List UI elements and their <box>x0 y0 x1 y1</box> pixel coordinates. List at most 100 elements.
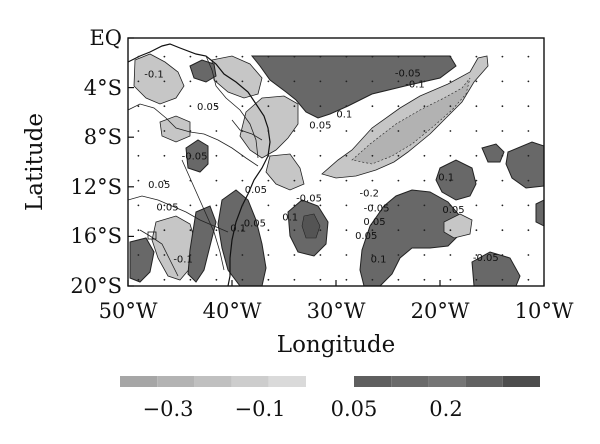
significance-dot <box>423 130 426 132</box>
coastline <box>128 43 271 286</box>
colorbar-swatch <box>231 376 269 387</box>
boundary-line <box>147 231 157 240</box>
positive-region <box>435 159 477 201</box>
significance-dot <box>189 130 192 132</box>
significance-dot <box>163 55 166 58</box>
significance-dot <box>371 278 374 281</box>
positive-region <box>505 141 544 189</box>
significance-dot <box>501 80 504 83</box>
significance-dot <box>397 204 400 207</box>
significance-dot <box>475 278 478 281</box>
significance-dot <box>449 229 452 232</box>
negative-region <box>159 115 191 143</box>
significance-dot <box>449 254 452 256</box>
contour-label: -0.1 <box>173 254 193 265</box>
significance-dot <box>163 130 166 132</box>
significance-dot <box>449 154 452 157</box>
contour-label: -0.05 <box>364 204 390 215</box>
significance-dot <box>501 154 504 157</box>
significance-dot <box>137 105 140 108</box>
significance-dot <box>449 55 452 58</box>
significance-dot <box>319 179 322 182</box>
contour-label: 0.05 <box>442 205 464 216</box>
boundary-line <box>139 229 179 277</box>
contour-labels: -0.10.050.050.05-0.1-0.05-0.05-0.10.10.0… <box>144 68 498 265</box>
significance-dot <box>475 80 478 83</box>
significance-dot <box>137 278 140 281</box>
significance-dot <box>449 130 452 132</box>
significance-dot <box>189 55 192 58</box>
contour-label: 0.1 <box>282 212 298 223</box>
contour-label: 0.05 <box>309 121 331 132</box>
contour-label: 0.05 <box>245 185 267 196</box>
significance-dot <box>397 55 400 58</box>
significance-dot <box>371 55 374 58</box>
significance-dot <box>215 229 218 232</box>
significance-dot <box>319 154 322 157</box>
significance-dot <box>423 278 426 281</box>
negative-region <box>351 77 471 165</box>
significance-dot <box>215 55 218 58</box>
significance-dot <box>345 55 348 58</box>
colorbar-swatch <box>120 376 158 387</box>
y-axis-label: Latitude <box>22 113 48 211</box>
contour-label: 0.1 <box>230 223 246 234</box>
significance-dot <box>345 254 348 256</box>
significance-dot <box>267 204 270 207</box>
significance-dot <box>371 254 374 256</box>
significance-dot <box>293 179 296 182</box>
y-tick-label: EQ <box>89 26 122 50</box>
contour-label: 0.1 <box>371 254 387 265</box>
negative-region <box>151 215 197 281</box>
contour-label: 0.05 <box>156 202 178 213</box>
significance-dot <box>423 154 426 157</box>
significance-dot <box>241 55 244 58</box>
significance-dot <box>267 254 270 256</box>
map-panel: -0.10.050.050.05-0.1-0.05-0.05-0.10.10.0… <box>128 43 544 286</box>
significance-dot <box>501 229 504 232</box>
significance-dot <box>189 179 192 182</box>
x-tick-label: 50°W <box>99 299 158 323</box>
contour-label: 0.05 <box>197 102 219 113</box>
significance-dot <box>501 204 504 207</box>
significance-dot <box>423 105 426 108</box>
boundary-line <box>205 55 259 159</box>
colorbar-swatch <box>157 376 195 387</box>
significance-dot <box>527 105 530 108</box>
significance-dot <box>189 204 192 207</box>
significance-dot <box>163 154 166 157</box>
significance-dot <box>241 278 244 281</box>
significance-dot <box>215 278 218 281</box>
significance-dot <box>267 130 270 132</box>
significance-dot <box>293 105 296 108</box>
positive-region <box>185 139 209 173</box>
significance-dot <box>267 80 270 83</box>
significance-dot <box>267 154 270 157</box>
positive-region <box>250 55 457 119</box>
significance-dot <box>345 154 348 157</box>
shaded-regions <box>129 53 544 286</box>
significance-dot <box>293 130 296 132</box>
significance-dot <box>189 254 192 256</box>
colorbar-label: 0.05 <box>331 397 378 421</box>
positive-region <box>187 205 217 283</box>
positive-region <box>471 251 521 286</box>
significance-dot <box>371 179 374 182</box>
y-tick-label: 16°S <box>70 224 122 248</box>
x-axis-label: Longitude <box>277 332 395 358</box>
significance-dot <box>319 278 322 281</box>
positive-region <box>189 59 217 83</box>
negative-region <box>239 95 299 159</box>
boundary-line <box>181 159 225 271</box>
significance-dot <box>371 154 374 157</box>
significance-dot <box>501 179 504 182</box>
significance-dot <box>319 254 322 256</box>
colorbar-label: −0.1 <box>235 397 286 421</box>
significance-dot <box>215 130 218 132</box>
positive-region <box>359 189 461 286</box>
significance-dot <box>475 105 478 108</box>
negative-region <box>211 55 263 99</box>
significance-dot <box>189 278 192 281</box>
significance-dot <box>241 154 244 157</box>
